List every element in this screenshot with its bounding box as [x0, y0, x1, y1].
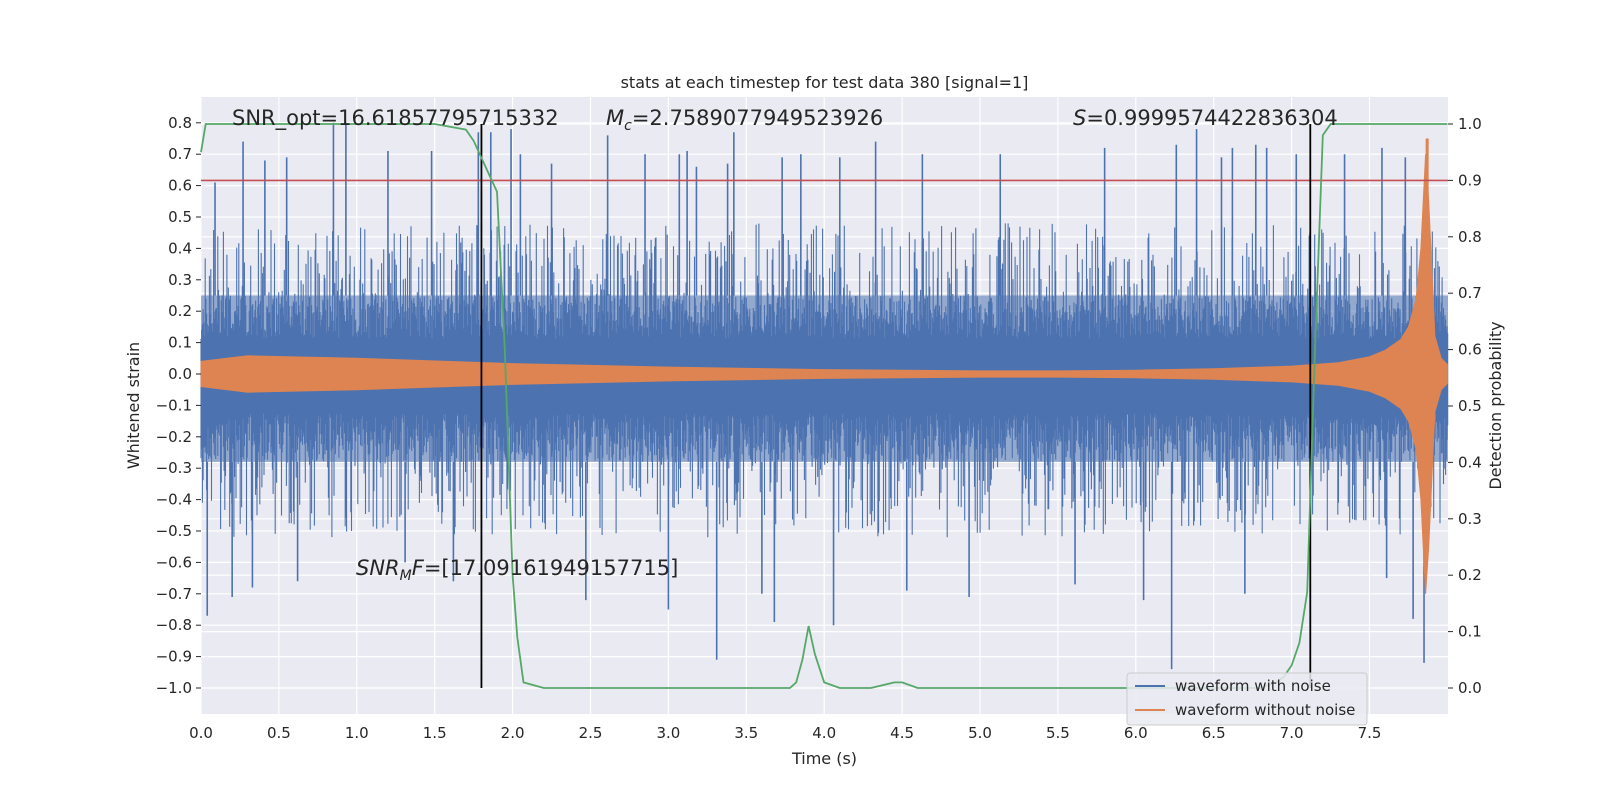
legend-box [1126, 672, 1368, 726]
x-tick-label: 4.5 [890, 724, 914, 742]
annotation-snr-opt: SNR_opt=16.61857795715332 [232, 106, 559, 131]
y2-tick-label: 0.8 [1458, 228, 1482, 246]
y-tick-label: −0.2 [156, 428, 192, 446]
y2-tick-label: 0.5 [1458, 397, 1482, 415]
annotation-mc-value: =2.7589077949523926 [632, 106, 883, 130]
annotation-s-value: =0.9999574422836304 [1086, 106, 1337, 130]
y-tick-label: 0.4 [168, 239, 192, 257]
annotation-snr-mf-symbol: SNR [356, 556, 400, 580]
y-tick-label: −0.8 [156, 616, 192, 634]
y-axis-label: Whitened strain [124, 342, 143, 469]
annotation-snr-mf-sub: M [400, 568, 412, 584]
y-tick-label: −0.7 [156, 585, 192, 603]
annotation-mc-sub: c [624, 118, 632, 134]
x-axis-label: Time (s) [791, 749, 857, 768]
legend-label-clean: waveform without noise [1175, 701, 1355, 719]
x-tick-label: 6.0 [1124, 724, 1148, 742]
overlays [201, 124, 1448, 688]
clean-waveform-envelope [200, 154, 1448, 594]
x-tick-label: 3.0 [656, 724, 680, 742]
clean-series [200, 138, 1448, 594]
y2-tick-label: 0.6 [1458, 341, 1482, 359]
y2-tick-label: 0.1 [1458, 623, 1482, 641]
y-tick-label: −1.0 [156, 679, 192, 697]
y-tick-label: −0.3 [156, 459, 192, 477]
legend-label-noise: waveform with noise [1175, 677, 1331, 695]
annotation-mc: Mc=2.7589077949523926 [606, 106, 883, 134]
annotation-snr-mf-value: =[17.09161949157715] [424, 556, 678, 580]
x-tick-label: 4.0 [812, 724, 836, 742]
x-tick-label: 5.0 [968, 724, 992, 742]
x-tick-label: 3.5 [734, 724, 758, 742]
y-tick-label: 0.7 [168, 145, 192, 163]
x-tick-label: 2.5 [579, 724, 603, 742]
annotation-snr-mf-f: F [412, 556, 425, 580]
y-tick-label: 0.6 [168, 177, 192, 195]
annotation-mc-symbol: M [606, 106, 624, 130]
annotation-s: S=0.9999574422836304 [1073, 106, 1338, 130]
annotation-s-symbol: S [1073, 106, 1086, 130]
x-tick-label: 1.5 [423, 724, 447, 742]
y-tick-label: −0.4 [156, 491, 192, 509]
y2-tick-label: 0.3 [1458, 510, 1482, 528]
legend: waveform with noise waveform without noi… [1126, 672, 1368, 726]
y2-tick-label: 1.0 [1458, 115, 1482, 133]
x-tick-label: 2.0 [501, 724, 525, 742]
x-tick-label: 1.0 [345, 724, 369, 742]
y-tick-label: −0.5 [156, 522, 192, 540]
y-tick-label: 0.8 [168, 114, 192, 132]
y-tick-label: −0.6 [156, 553, 192, 571]
x-tick-label: 0.0 [189, 724, 213, 742]
y-tick-label: 0.2 [168, 302, 192, 320]
annotation-snr-mf: SNRMF=[17.09161949157715] [356, 556, 678, 584]
y2-tick-label: 0.7 [1458, 284, 1482, 302]
x-tick-label: 7.0 [1280, 724, 1304, 742]
y-tick-label: 0.0 [168, 365, 192, 383]
x-tick-label: 7.5 [1358, 724, 1382, 742]
x-tick-label: 5.5 [1046, 724, 1070, 742]
y2-axis-label: Detection probability [1486, 321, 1505, 489]
x-tick-label: 6.5 [1202, 724, 1226, 742]
y-tick-label: −0.1 [156, 396, 192, 414]
y-tick-label: 0.5 [168, 208, 192, 226]
y-tick-label: 0.3 [168, 271, 192, 289]
y2-tick-label: 0.9 [1458, 171, 1482, 189]
y2-tick-label: 0.0 [1458, 679, 1482, 697]
x-tick-label: 0.5 [267, 724, 291, 742]
y-tick-label: 0.1 [168, 334, 192, 352]
y2-tick-label: 0.2 [1458, 566, 1482, 584]
axes: 0.0 0.5 1.0 1.5 2.0 2.5 3.0 3.5 4.0 4.5 5.0 5.5 6.0 6… [156, 114, 1482, 742]
y2-tick-label: 0.4 [1458, 453, 1482, 471]
y-tick-label: −0.9 [156, 648, 192, 666]
chart-title: stats at each timestep for test data 380… [621, 73, 1029, 92]
